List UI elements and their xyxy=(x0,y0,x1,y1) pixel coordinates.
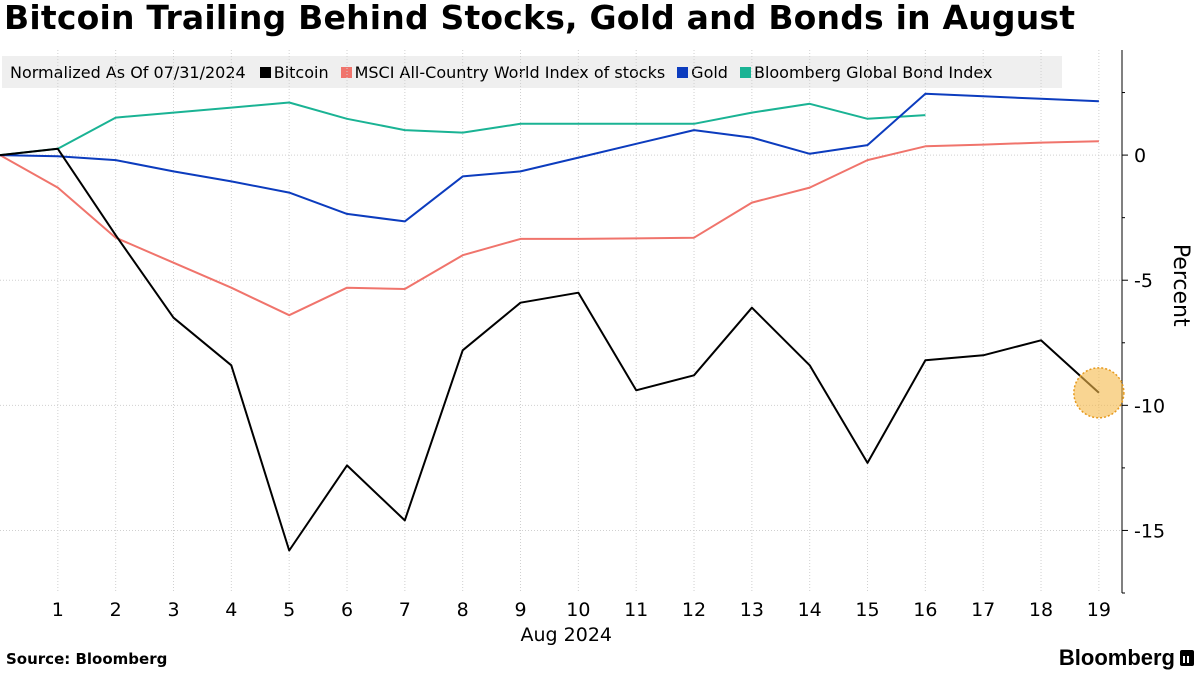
x-tick-label: 8 xyxy=(457,599,469,621)
x-tick-label: 9 xyxy=(514,599,526,621)
x-tick-label: 7 xyxy=(399,599,411,621)
series-lines xyxy=(0,92,1100,552)
x-tick-label: 18 xyxy=(1029,599,1053,621)
legend-swatch-bitcoin xyxy=(259,66,271,78)
y-axis-title: Percent xyxy=(1168,244,1193,327)
legend-label-gold: Gold xyxy=(691,62,728,82)
x-tick-label: 13 xyxy=(740,599,764,621)
x-tick-label: 5 xyxy=(283,599,295,621)
y-axis: 0 -5 -10 -15 Percent xyxy=(1121,50,1193,594)
legend-swatch-msci xyxy=(340,66,352,78)
x-tick-label: 12 xyxy=(682,599,706,621)
highlight-marks xyxy=(1073,367,1125,419)
x-tick-label: 15 xyxy=(855,599,879,621)
legend-item-msci: MSCI All-Country World Index of stocks xyxy=(340,62,666,82)
x-tick-label: 17 xyxy=(971,599,995,621)
series-line-msci-all-country-world-index-of-stocks xyxy=(0,140,1099,317)
legend-label-bond: Bloomberg Global Bond Index xyxy=(753,62,993,82)
legend-item-gold: Gold xyxy=(677,63,728,82)
y-tick-label: -5 xyxy=(1134,270,1153,292)
highlight-circle xyxy=(1073,367,1125,419)
gridlines xyxy=(0,50,1122,593)
legend-label-bitcoin: Bitcoin xyxy=(273,62,329,82)
chart-title: Bitcoin Trailing Behind Stocks, Gold and… xyxy=(4,0,1076,37)
series-line-bloomberg-global-bond-index xyxy=(0,101,926,157)
x-axis-title: Aug 2024 xyxy=(521,624,613,646)
legend-label-msci: MSCI All-Country World Index of stocks xyxy=(354,62,666,82)
legend-swatch-gold xyxy=(677,66,689,78)
source-note: Source: Bloomberg xyxy=(6,650,168,668)
legend: Normalized As Of 07/31/2024 Bitcoin MSCI… xyxy=(2,56,1062,88)
series-line-gold xyxy=(0,92,1099,223)
y-tick-label: -15 xyxy=(1134,520,1165,542)
x-tick-label: 16 xyxy=(913,599,937,621)
brand-name: Bloomberg xyxy=(1058,645,1175,670)
x-tick-label: 2 xyxy=(110,599,122,621)
x-tick-label: 1 xyxy=(52,599,64,621)
x-tick-label: 14 xyxy=(798,599,822,621)
legend-item-bitcoin: Bitcoin xyxy=(259,62,329,82)
x-tick-label: 3 xyxy=(167,599,179,621)
legend-note: Normalized As Of 07/31/2024 xyxy=(10,62,246,82)
x-tick-label: 6 xyxy=(341,599,353,621)
legend-item-bond: Bloomberg Global Bond Index xyxy=(739,62,993,82)
x-tick-label: 19 xyxy=(1087,599,1111,621)
chart-icon xyxy=(1180,650,1194,666)
y-tick-label: -10 xyxy=(1134,395,1165,417)
brand-logo: Bloomberg xyxy=(1059,645,1194,671)
legend-swatch-bond xyxy=(739,66,751,78)
x-tick-label: 10 xyxy=(566,599,590,621)
series-line-bitcoin xyxy=(0,147,1100,552)
y-tick-label: 0 xyxy=(1134,145,1146,167)
x-tick-label: 4 xyxy=(225,599,237,621)
x-tick-label: 11 xyxy=(624,599,648,621)
